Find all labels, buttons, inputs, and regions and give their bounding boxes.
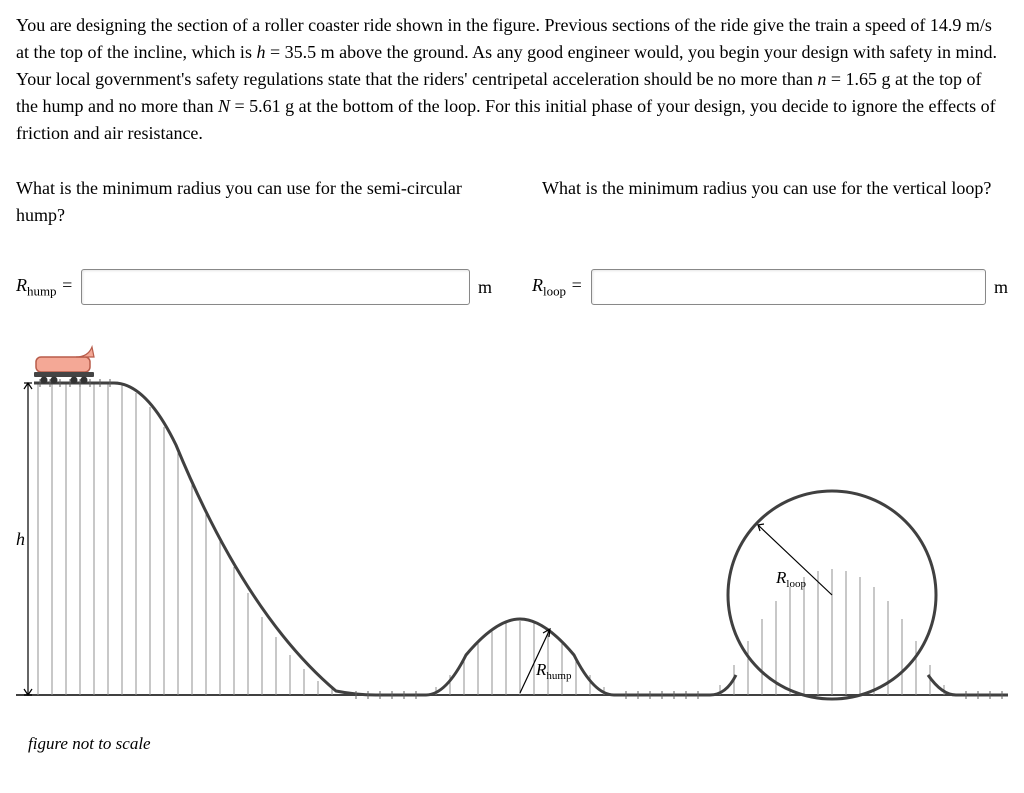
question-hump: What is the minimum radius you can use f… (16, 175, 482, 229)
answer-loop-input[interactable] (591, 269, 986, 305)
questions-row: What is the minimum radius you can use f… (16, 175, 1008, 229)
var-N-upper: N (218, 96, 230, 116)
label-r-hump: Rhump (535, 660, 572, 682)
answer-loop-group: Rloop = m (532, 269, 1008, 305)
problem-statement: You are designing the section of a rolle… (16, 12, 1008, 147)
answer-hump-unit: m (478, 274, 492, 301)
answer-loop-label: Rloop = (532, 272, 583, 301)
question-loop: What is the minimum radius you can use f… (542, 175, 1008, 229)
answers-row: Rhump = m Rloop = m (16, 269, 1008, 305)
label-r-loop: Rloop (775, 568, 806, 590)
answer-loop-unit: m (994, 274, 1008, 301)
answer-hump-label: Rhump = (16, 272, 73, 301)
roller-coaster-svg: h Rhump Rloop (16, 335, 1008, 715)
answer-hump-input[interactable] (81, 269, 470, 305)
label-h: h (16, 529, 25, 549)
figure-caption: figure not to scale (16, 731, 1008, 757)
answer-hump-group: Rhump = m (16, 269, 492, 305)
figure: h Rhump Rloop figure not to scale (16, 335, 1008, 757)
roller-coaster-car-icon (34, 347, 94, 384)
